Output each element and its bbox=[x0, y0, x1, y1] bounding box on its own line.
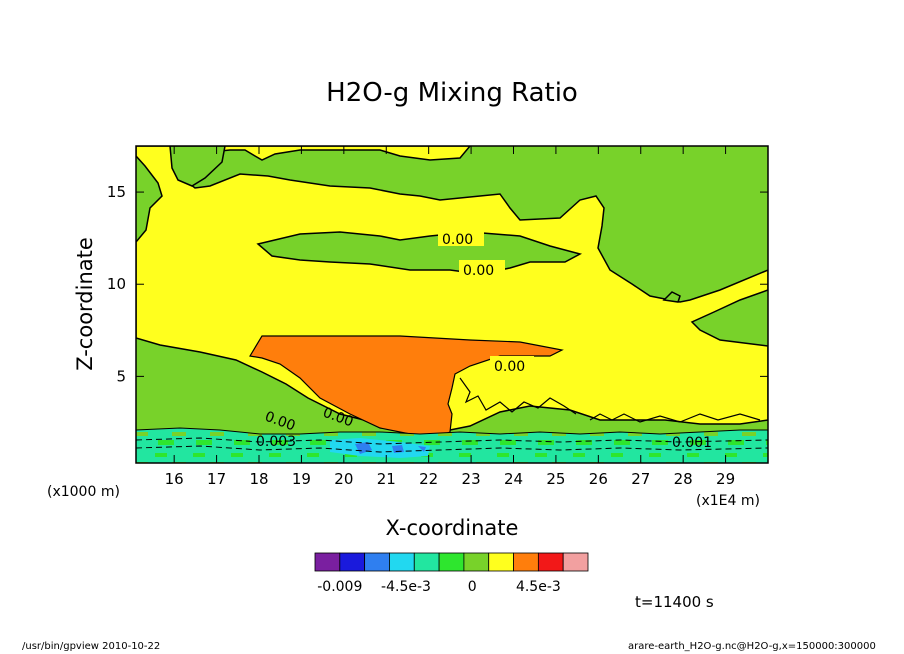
x-axis: 16 17 18 19 20 21 22 23 24 25 26 27 28 29 bbox=[165, 146, 735, 488]
colorbar-swatch bbox=[438, 552, 465, 572]
contour-label: 0.00 bbox=[463, 263, 494, 279]
colorbar-swatch bbox=[364, 552, 390, 572]
colorbar-swatch bbox=[488, 552, 514, 572]
colorbar: -0.009 -4.5e-3 0 4.5e-3 bbox=[314, 552, 589, 595]
x-tick-label: 24 bbox=[504, 470, 523, 488]
bottom-band bbox=[136, 427, 768, 463]
colorbar-swatch bbox=[339, 552, 366, 572]
ragged-contours bbox=[459, 377, 761, 423]
x-tick-label: 21 bbox=[377, 470, 396, 488]
contour-label: 0.00 bbox=[442, 232, 473, 248]
x-tick-label: 19 bbox=[292, 470, 311, 488]
footer-program: /usr/bin/gpview 2010-10-22 bbox=[22, 641, 161, 652]
x-axis-title: X-coordinate bbox=[386, 516, 519, 540]
colorbar-tick-label: -0.009 bbox=[317, 579, 362, 595]
contour-label: 0.00 bbox=[494, 359, 525, 375]
x-tick-label: 22 bbox=[419, 470, 438, 488]
x-tick-label: 16 bbox=[165, 470, 184, 488]
colorbar-swatch bbox=[537, 552, 564, 572]
colorbar-tick-label: 0 bbox=[468, 579, 477, 595]
time-label: t=11400 s bbox=[635, 593, 714, 611]
y-axis-title: Z-coordinate bbox=[73, 237, 97, 371]
x-tick-label: 23 bbox=[462, 470, 481, 488]
negative-contours bbox=[136, 437, 768, 453]
x-tick-label: 29 bbox=[716, 470, 735, 488]
cyan-patches bbox=[330, 438, 430, 458]
contour-label: 0.001 bbox=[672, 435, 712, 451]
green-patch-right bbox=[662, 291, 681, 303]
x-tick-label: 27 bbox=[631, 470, 650, 488]
y-tick-label: 5 bbox=[116, 367, 126, 385]
y-tick-label: 10 bbox=[107, 275, 126, 293]
footer-source: arare-earth_H2O-g.nc@H2O-g,x=150000:3000… bbox=[628, 641, 876, 652]
x-tick-label: 18 bbox=[249, 470, 268, 488]
colorbar-swatch bbox=[562, 552, 589, 572]
x-tick-label: 20 bbox=[334, 470, 353, 488]
orange-plume bbox=[249, 335, 564, 437]
x-tick-label: 26 bbox=[589, 470, 608, 488]
contour-label: 0.003 bbox=[256, 434, 296, 450]
x-unit-label: (x1E4 m) bbox=[696, 493, 760, 509]
green-blob-top bbox=[169, 146, 226, 187]
colorbar-swatch bbox=[314, 552, 341, 572]
plot-frame bbox=[135, 145, 769, 464]
colorbar-tick-label: -4.5e-3 bbox=[381, 579, 431, 595]
x-tick-label: 25 bbox=[546, 470, 565, 488]
colorbar-swatch bbox=[413, 552, 440, 572]
blue-patches bbox=[355, 442, 426, 454]
colorbar-swatch bbox=[463, 552, 490, 572]
y-axis: 5 10 15 bbox=[107, 183, 768, 385]
x-tick-label: 28 bbox=[674, 470, 693, 488]
colorbar-tick-label: 4.5e-3 bbox=[516, 579, 561, 595]
colorbar-swatch bbox=[389, 552, 415, 572]
colorbar-swatch bbox=[513, 552, 539, 572]
x-tick-label: 17 bbox=[207, 470, 226, 488]
y-tick-label: 15 bbox=[107, 183, 126, 201]
chart-title: H2O-g Mixing Ratio bbox=[326, 78, 578, 108]
y-unit-label: (x1000 m) bbox=[47, 484, 120, 500]
filled-contours: 0.00 0.00 0.00 0.00 0.00 0.003 0.001 bbox=[136, 146, 768, 463]
